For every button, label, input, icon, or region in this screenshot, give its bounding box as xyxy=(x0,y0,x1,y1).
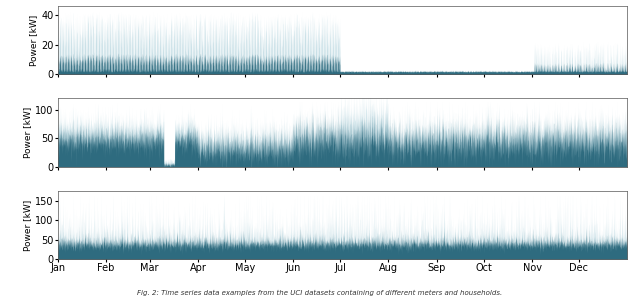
Y-axis label: Power [kW]: Power [kW] xyxy=(23,199,32,251)
Y-axis label: Power [kW]: Power [kW] xyxy=(29,15,38,66)
Y-axis label: Power [kW]: Power [kW] xyxy=(23,107,32,158)
Text: Fig. 2: Time series data examples from the UCI datasets containing of different : Fig. 2: Time series data examples from t… xyxy=(138,290,502,296)
